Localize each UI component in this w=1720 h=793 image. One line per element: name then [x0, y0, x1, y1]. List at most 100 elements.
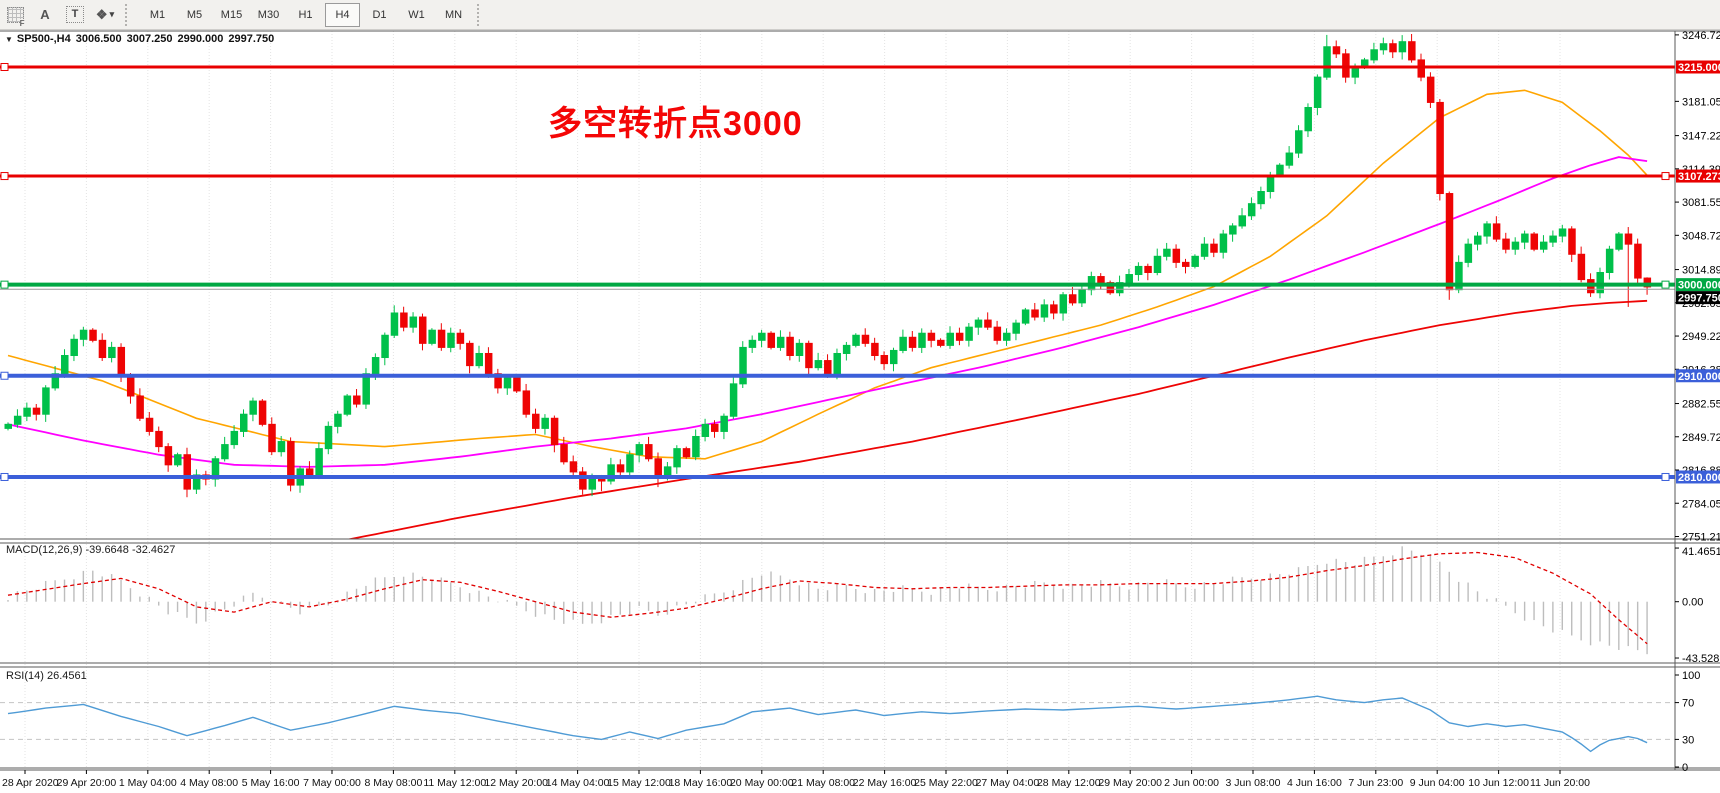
candle [409, 316, 418, 328]
macd-values: -39.6648 -32.4627 [85, 544, 176, 556]
candle [1549, 235, 1557, 243]
timeframe-button-m15[interactable]: M15 [220, 8, 243, 21]
price-tick-label: 3081.555 [1682, 197, 1720, 209]
candle [1521, 233, 1529, 243]
time-tick-label: 28 Apr 2020 [2, 777, 59, 789]
line-handle[interactable] [0, 172, 9, 181]
candle [1408, 41, 1416, 61]
time-tick-label: 5 May 16:00 [242, 777, 300, 789]
line-handle[interactable] [0, 371, 9, 380]
candle [579, 471, 587, 490]
toolbar: F A T ❖ ▾ M1 M5 M15 M30 H1 H4 D1 W1 MN [0, 0, 1720, 30]
line-handle[interactable] [0, 280, 9, 289]
rsi-panel[interactable] [0, 695, 1675, 753]
candle [437, 329, 446, 348]
hline-objects [0, 63, 1675, 481]
candle [1097, 276, 1105, 284]
line-handle[interactable] [0, 472, 9, 481]
candle [1247, 203, 1256, 217]
line-handle[interactable] [0, 63, 9, 71]
candle [418, 316, 427, 344]
candle [1605, 248, 1614, 273]
candle [1134, 265, 1143, 276]
candle [428, 329, 436, 344]
price-tick-label: 3147.225 [1682, 131, 1720, 143]
time-tick-label: 7 Jun 23:00 [1348, 777, 1403, 789]
candle [447, 332, 455, 348]
candle [475, 352, 483, 367]
candle [1379, 43, 1388, 51]
candle [1323, 46, 1331, 78]
candle [4, 423, 12, 429]
text-box-icon[interactable]: T [63, 4, 87, 26]
candle [70, 338, 78, 357]
candle [1568, 228, 1576, 255]
candle [155, 430, 163, 448]
time-tick-label: 2 Jun 00:00 [1164, 777, 1219, 789]
candle [1634, 243, 1642, 279]
candle [1144, 265, 1152, 273]
ma-mid-line [7, 156, 1648, 468]
ma-slow-line [346, 299, 1648, 539]
candle [692, 435, 700, 458]
macd-label: MACD(12,26,9) -39.6648 -32.4627 [6, 544, 176, 556]
timeframe-button-h1[interactable]: H1 [298, 8, 313, 21]
candle [805, 342, 813, 369]
timeframe-button-m5[interactable]: M5 [186, 8, 203, 21]
grid-toggle-icon[interactable]: F [3, 4, 27, 28]
chevron-down-icon[interactable]: ▾ [109, 9, 115, 19]
candle [98, 339, 107, 359]
line-handle[interactable] [1661, 172, 1670, 181]
candle [466, 342, 474, 367]
chart-annotation-text[interactable]: 多空转折点3000 [548, 105, 803, 143]
macd-panel[interactable] [7, 546, 1648, 655]
candle [908, 336, 917, 348]
toolbar-grip[interactable] [125, 3, 134, 26]
timeframe-button-m1[interactable]: M1 [149, 8, 166, 21]
candle [654, 458, 662, 476]
candle [315, 448, 323, 476]
candle [1031, 309, 1039, 318]
candle [833, 352, 841, 375]
price-tick-label: 3048.720 [1682, 230, 1720, 242]
candle [1389, 43, 1397, 53]
price-axis[interactable]: 3246.7253181.0553147.2253114.3903081.555… [1675, 30, 1720, 544]
text-label-icon[interactable]: A [40, 7, 50, 22]
timeframe-button-m30[interactable]: M30 [257, 8, 280, 21]
candle [268, 423, 276, 453]
panel-borders [0, 30, 1720, 771]
line-handle[interactable] [1661, 280, 1670, 289]
candle [1615, 233, 1623, 250]
candle [1464, 243, 1473, 263]
candle [739, 346, 747, 385]
candle [1530, 233, 1539, 250]
candle [249, 400, 257, 415]
candle [720, 415, 728, 432]
toolbar-grip[interactable] [477, 3, 486, 26]
candle [1059, 294, 1068, 314]
candles-layer [4, 33, 1652, 498]
price-line-label: 2910.000 [1678, 371, 1720, 383]
timeframe-button-h4[interactable]: H4 [325, 2, 360, 27]
candle [1577, 253, 1586, 281]
timeframe-button-w1[interactable]: W1 [408, 8, 425, 21]
line-handle[interactable] [1661, 472, 1670, 481]
candle [871, 342, 879, 357]
timeframe-button-mn[interactable]: MN [444, 8, 463, 21]
candle [1012, 322, 1020, 334]
timeframe-button-d1[interactable]: D1 [372, 8, 387, 21]
candle [305, 468, 314, 476]
arrows-tool-icon[interactable]: ❖ ▾ [95, 6, 115, 22]
candle [1417, 59, 1425, 78]
candle [183, 454, 191, 490]
candle [1200, 243, 1209, 257]
symbol-dropdown-icon[interactable]: ▼ [5, 35, 13, 44]
candle [136, 395, 144, 419]
candle [1624, 233, 1633, 245]
main-price-panel[interactable] [0, 33, 1675, 540]
price-line-label: 3215.000 [1678, 62, 1720, 74]
candle [937, 339, 945, 346]
